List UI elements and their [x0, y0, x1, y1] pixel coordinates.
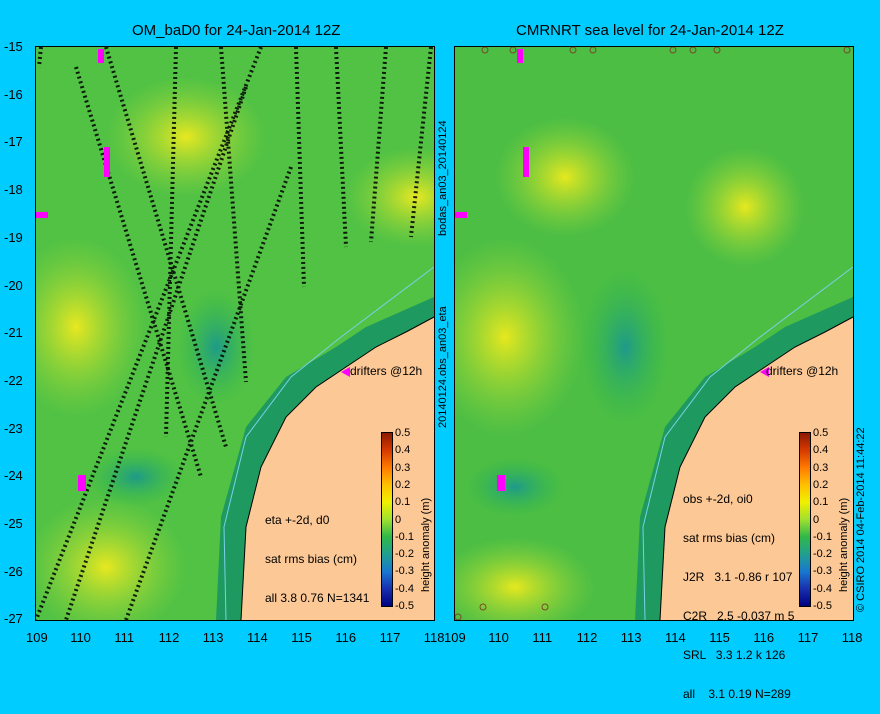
side-label-copyright: © CSIRO 2014 04-Feb-2014 11:44:22	[855, 427, 867, 612]
lat-tick: -20	[4, 277, 23, 293]
lon-tick: 110	[70, 630, 91, 645]
lon-tick: 114	[247, 630, 268, 645]
lat-tick: -16	[4, 86, 23, 102]
colorbar-tick: 0.3	[813, 461, 829, 474]
colorbar-tick: -0.1	[395, 530, 414, 543]
lat-tick: -17	[4, 134, 23, 150]
left-map	[35, 46, 435, 621]
lon-tick: 116	[335, 630, 357, 645]
colorbar-tick: 0.1	[813, 496, 829, 509]
colorbar-tick: -0.4	[813, 582, 832, 595]
right-colorbar-label: height anomaly (m)	[838, 497, 850, 592]
lon-tick: 110	[488, 630, 509, 645]
lon-tick: 115	[291, 630, 312, 645]
colorbar-tick: -0.2	[813, 548, 832, 561]
lat-tick: -19	[4, 229, 23, 245]
colorbar-tick: -0.1	[813, 530, 832, 543]
left-legend-line1: eta +-2d, d0	[265, 513, 330, 527]
right-legend-line1: obs +-2d, oi0	[683, 492, 753, 506]
colorbar-tick: -0.4	[395, 582, 414, 595]
lon-tick: 113	[620, 630, 642, 645]
colorbar-tick: 0.2	[813, 478, 829, 491]
colorbar-tick: 0.5	[395, 427, 411, 439]
lon-tick: 109	[26, 630, 48, 645]
left-colorbar	[381, 432, 393, 607]
right-drifters-label: drifters @12h	[766, 364, 839, 378]
colorbar-tick: 0.4	[395, 444, 411, 457]
side-label-top: bodas_an03_20140124	[437, 120, 449, 236]
lon-tick: 117	[797, 630, 819, 645]
lon-tick: 114	[665, 630, 686, 645]
lat-tick: -25	[4, 516, 23, 531]
right-colorbar	[799, 432, 811, 607]
lat-tick: -15	[4, 39, 23, 54]
lat-tick: -22	[4, 372, 23, 388]
lat-tick: -26	[4, 563, 23, 579]
left-legend-line3: all 3.8 0.76 N=1341	[265, 591, 370, 605]
colorbar-tick: 0	[813, 513, 820, 526]
lon-tick: 113	[202, 630, 224, 645]
colorbar-tick: 0.3	[395, 461, 411, 474]
right-legend-row: all 3.1 0.19 N=289	[683, 687, 791, 701]
lon-tick: 111	[532, 630, 553, 645]
lat-tick: -23	[4, 420, 23, 436]
right-legend-row: J2R 3.1 -0.86 r 107	[683, 570, 793, 584]
left-colorbar-label: height anomaly (m)	[420, 497, 432, 592]
lon-tick: 115	[709, 630, 730, 645]
left-drifters-label: drifters @12h	[350, 364, 423, 378]
lat-tick: -27	[4, 611, 23, 627]
right-legend-line2: sat rms bias (cm)	[683, 531, 776, 545]
colorbar-tick: 0	[395, 513, 402, 526]
lon-tick: 112	[158, 630, 180, 645]
side-label-bottom: 20140124.obs_an03_eta	[437, 306, 449, 428]
right-panel-title: CMRNRT sea level for 24-Jan-2014 12Z	[516, 22, 784, 39]
lon-tick: 118	[423, 630, 445, 645]
lon-tick: 118	[841, 630, 863, 645]
lon-tick: 116	[753, 630, 775, 645]
lon-tick: 117	[379, 630, 401, 645]
right-legend-row: C2R 2.5 -0.037 m 5	[683, 609, 795, 623]
colorbar-tick: 0.2	[395, 478, 411, 491]
colorbar-tick: -0.5	[395, 600, 414, 612]
colorbar-tick: -0.5	[813, 600, 832, 612]
left-legend: eta +-2d, d0 sat rms bias (cm) all 3.8 0…	[265, 488, 369, 618]
lon-tick: 109	[444, 630, 466, 645]
left-legend-line2: sat rms bias (cm)	[265, 552, 358, 566]
colorbar-tick: 0.1	[395, 496, 411, 509]
colorbar-tick: -0.2	[395, 548, 414, 561]
colorbar-tick: 0.5	[813, 427, 829, 439]
colorbar-tick: -0.3	[813, 565, 832, 578]
lat-tick: -21	[4, 325, 23, 341]
right-legend-row: SRL 3.3 1.2 k 126	[683, 648, 786, 662]
lat-tick: -18	[4, 182, 23, 198]
right-legend: obs +-2d, oi0 sat rms bias (cm) J2R 3.1 …	[683, 467, 794, 714]
left-panel-title: OM_baD0 for 24-Jan-2014 12Z	[132, 22, 341, 39]
lon-tick: 111	[114, 630, 135, 645]
lon-tick: 112	[576, 630, 598, 645]
colorbar-tick: 0.4	[813, 444, 829, 457]
lat-tick: -24	[4, 468, 23, 484]
colorbar-tick: -0.3	[395, 565, 414, 578]
left-map-graphic	[36, 47, 434, 620]
